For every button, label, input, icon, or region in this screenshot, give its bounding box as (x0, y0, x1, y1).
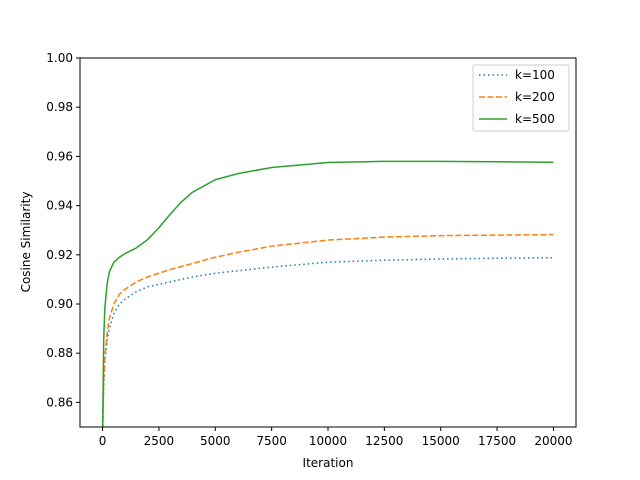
series-layer (101, 160, 554, 427)
x-axis-title: Iteration (303, 456, 354, 470)
y-tick-label: 0.98 (46, 100, 73, 114)
y-tick-label: 0.96 (46, 149, 73, 163)
legend: k=100 k=200 k=500 (472, 64, 570, 132)
x-tick-label: 5000 (200, 434, 231, 448)
y-tick-label: 0.88 (46, 346, 73, 360)
series-line-k-200 (102, 233, 554, 427)
y-axis: 0.86 0.88 0.90 0.92 0.94 0.96 0.98 1.00 (46, 51, 80, 409)
x-tick-label: 2500 (144, 434, 175, 448)
y-tick-label: 0.90 (46, 297, 73, 311)
y-tick-label: 0.92 (46, 248, 73, 262)
x-tick-label: 0 (99, 434, 107, 448)
x-tick-label: 17500 (478, 434, 516, 448)
x-tick-label: 20000 (534, 434, 572, 448)
x-tick-label: 10000 (309, 434, 347, 448)
x-tick-label: 15000 (422, 434, 460, 448)
series-line-k-500 (101, 160, 554, 427)
x-tick-label: 7500 (256, 434, 287, 448)
y-tick-label: 1.00 (46, 51, 73, 65)
y-tick-label: 0.94 (46, 199, 73, 213)
legend-label: k=200 (515, 90, 555, 104)
legend-label: k=100 (515, 68, 555, 82)
legend-label: k=500 (515, 112, 555, 126)
y-axis-title: Cosine Similarity (19, 192, 33, 293)
legend-box (472, 64, 570, 132)
y-tick-label: 0.86 (46, 395, 73, 409)
x-tick-label: 12500 (365, 434, 403, 448)
x-axis: 0 2500 5000 7500 10000 12500 15000 17500 20000 (99, 427, 573, 448)
series-line-k-100 (102, 257, 554, 427)
